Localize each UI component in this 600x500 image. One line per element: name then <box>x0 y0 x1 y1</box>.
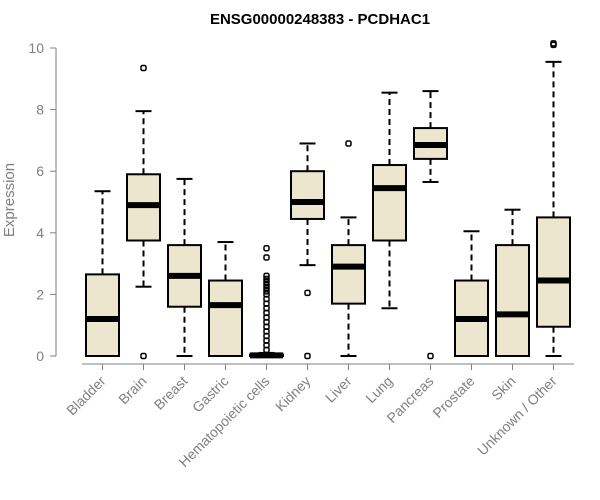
box-bladder <box>85 190 120 358</box>
y-tick-label: 6 <box>36 163 44 179</box>
outlier-point <box>263 254 270 261</box>
outlier-point <box>263 281 270 289</box>
box-hematopoietic-cells <box>249 244 284 359</box>
box-brain <box>126 64 161 360</box>
box-prostate <box>454 230 489 358</box>
box-pancreas <box>413 90 448 360</box>
x-tick-label: Skin <box>488 373 519 404</box>
x-tick-label: Lung <box>362 373 395 406</box>
iqr-box <box>331 244 366 305</box>
iqr-box <box>495 244 530 357</box>
outlier-point <box>263 291 270 298</box>
iqr-box <box>536 216 571 328</box>
chart-title: ENSG00000248383 - PCDHAC1 <box>210 11 430 28</box>
outlier-point <box>263 272 270 280</box>
iqr-box <box>85 273 120 358</box>
iqr-box <box>372 164 407 242</box>
outlier-point <box>427 352 434 360</box>
outlier-point <box>304 352 311 360</box>
x-tick-label: Bladder <box>63 373 109 419</box>
outlier-point <box>550 40 557 47</box>
box-lung <box>372 91 407 310</box>
outlier-point <box>263 288 270 295</box>
x-tick-label: Brain <box>115 373 149 407</box>
outlier-point <box>263 278 270 286</box>
y-tick-label: 8 <box>36 102 44 118</box>
iqr-box <box>208 279 243 358</box>
x-tick-label: Breast <box>151 373 191 413</box>
x-tick-label: Kidney <box>272 373 314 415</box>
iqr-box <box>290 170 325 220</box>
outlier-point <box>304 289 311 297</box>
box-liver <box>331 140 366 357</box>
outlier-point <box>263 284 270 292</box>
outlier-point <box>263 244 270 252</box>
outlier-point <box>140 64 147 72</box>
box-breast <box>167 177 202 357</box>
y-axis-title: Expression <box>1 163 18 237</box>
box-kidney <box>290 142 325 360</box>
box-skin <box>495 208 530 357</box>
x-tick-label: Liver <box>322 373 355 406</box>
boxes <box>85 40 571 360</box>
y-tick-label: 10 <box>28 40 44 56</box>
box-gastric <box>208 241 243 358</box>
outlier-point <box>345 140 352 147</box>
y-ticks: 0 2 4 6 8 10 <box>28 40 56 364</box>
y-tick-label: 4 <box>36 225 44 241</box>
box-unknown-other <box>536 40 571 357</box>
y-tick-label: 0 <box>36 348 44 364</box>
x-tick-label: Prostate <box>429 373 477 421</box>
y-tick-label: 2 <box>36 286 44 302</box>
outlier-point <box>140 352 147 360</box>
outlier-point <box>263 275 270 283</box>
